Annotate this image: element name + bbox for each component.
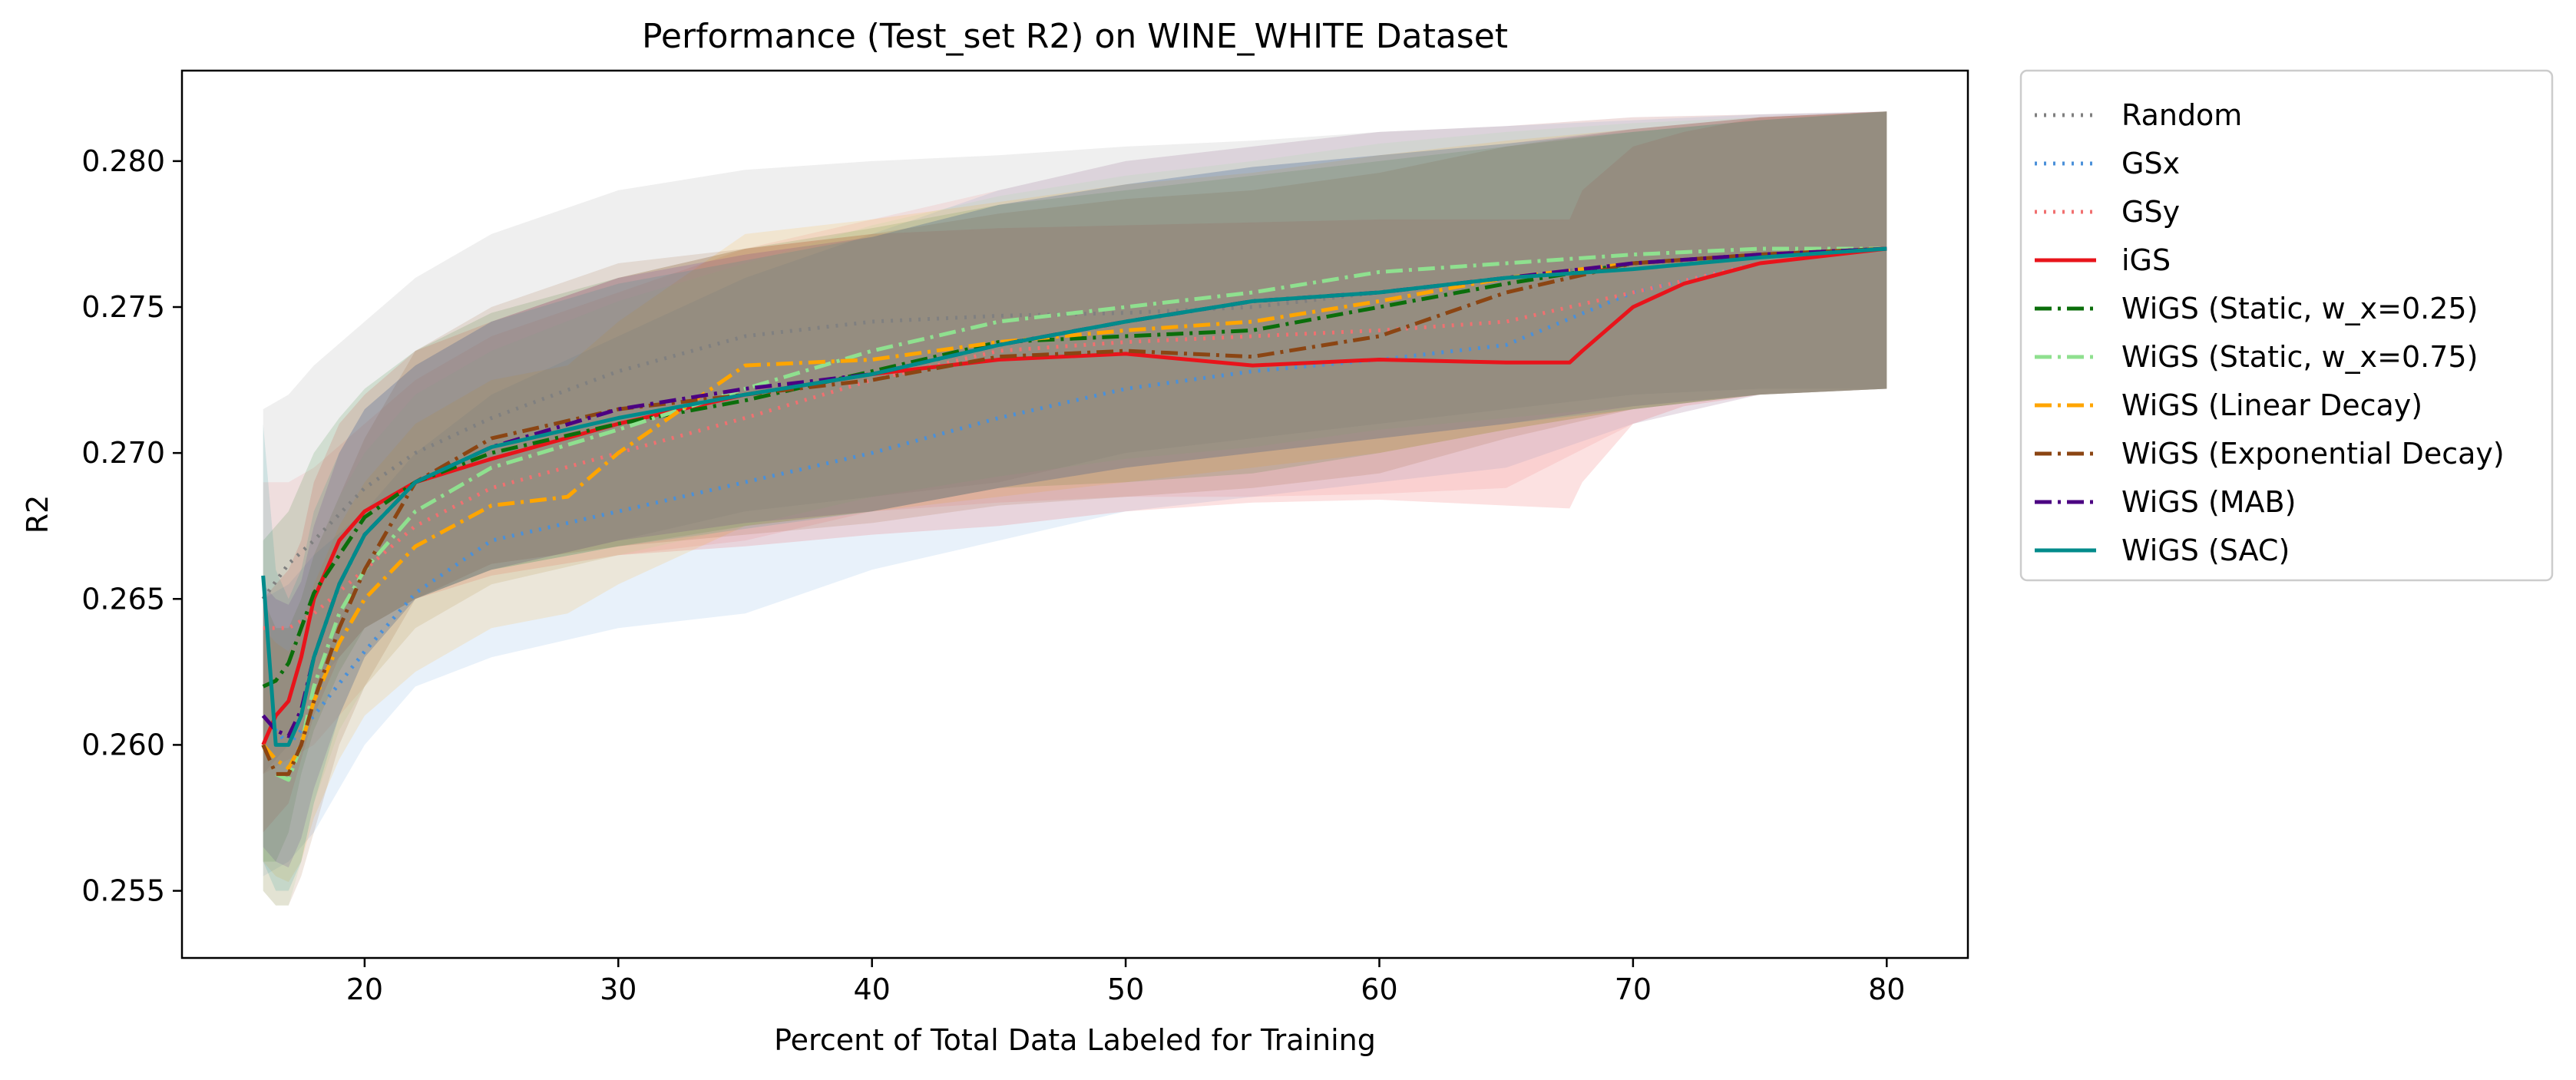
band-wigs-static-w-x-0-75 [263, 111, 1887, 906]
legend-label-wigs-sac: WiGS (SAC) [2121, 533, 2290, 567]
series-line-gsx [261, 246, 1887, 747]
band-wigs-linear-decay [263, 111, 1887, 883]
legend-label-random: Random [2121, 98, 2242, 132]
y-axis: 0.255 0.260 0.265 0.270 0.275 0.280 [81, 144, 182, 908]
plot-frame [180, 69, 1969, 959]
x-tick-label: 60 [1361, 973, 1397, 1006]
band-gsy [263, 111, 1887, 774]
legend-label-wigs-exponential-decay: WiGS (Exponential Decay) [2121, 437, 2505, 471]
chart-title: Performance (Test_set R2) on WINE_WHITE … [642, 17, 1508, 56]
series-line-wigs-static-w-x-0-25 [262, 246, 1887, 689]
band-random [263, 111, 1887, 774]
x-tick-label: 40 [854, 973, 891, 1006]
x-axis-label: Percent of Total Data Labeled for Traini… [774, 1023, 1376, 1057]
y-tick-label: 0.280 [81, 144, 165, 178]
legend-frame [2019, 69, 2554, 582]
legend-label-gsy: GSy [2121, 195, 2180, 229]
y-tick-label: 0.255 [81, 874, 165, 908]
x-tick-label: 50 [1107, 973, 1144, 1006]
band-wigs-static-w-x-0-25 [263, 111, 1887, 862]
series-line-wigs-static-w-x-0-75 [261, 246, 1887, 782]
series-line-wigs-exponential-decay [261, 246, 1887, 776]
series-line-wigs-sac [261, 246, 1887, 747]
band-wigs-exponential-decay [263, 111, 1887, 906]
y-tick-label: 0.265 [81, 582, 165, 616]
x-tick-label: 80 [1868, 973, 1905, 1006]
legend-label-wigs-static-w-x-0-25: WiGS (Static, w_x=0.25) [2121, 292, 2478, 325]
band-igs [263, 111, 1887, 833]
band-wigs-sac [263, 111, 1887, 891]
y-tick-label: 0.270 [81, 436, 165, 470]
x-axis: 20 30 40 50 60 70 80 [346, 958, 1905, 1006]
x-tick-label: 30 [600, 973, 637, 1006]
legend-label-igs: iGS [2121, 243, 2171, 277]
y-tick-label: 0.260 [81, 728, 165, 761]
legend-label-wigs-linear-decay: WiGS (Linear Decay) [2121, 388, 2422, 422]
y-tick-label: 0.275 [81, 290, 165, 324]
legend-label-wigs-static-w-x-0-75: WiGS (Static, w_x=0.75) [2121, 340, 2478, 374]
x-tick-label: 70 [1615, 973, 1652, 1006]
series-line-wigs-linear-decay [261, 246, 1887, 771]
legend-label-gsx: GSx [2121, 147, 2180, 180]
legend: Random GSx GSy iGS WiGS (Static, w_x=0.25) Wi… [2019, 69, 2554, 582]
legend-items: Random GSx GSy iGS WiGS (Static, w_x=0.25) Wi… [2035, 98, 2505, 567]
y-axis-label: R2 [21, 495, 55, 534]
legend-label-wigs-mab: WiGS (MAB) [2121, 485, 2296, 519]
series-lines [261, 246, 1887, 782]
x-tick-label: 20 [346, 973, 383, 1006]
